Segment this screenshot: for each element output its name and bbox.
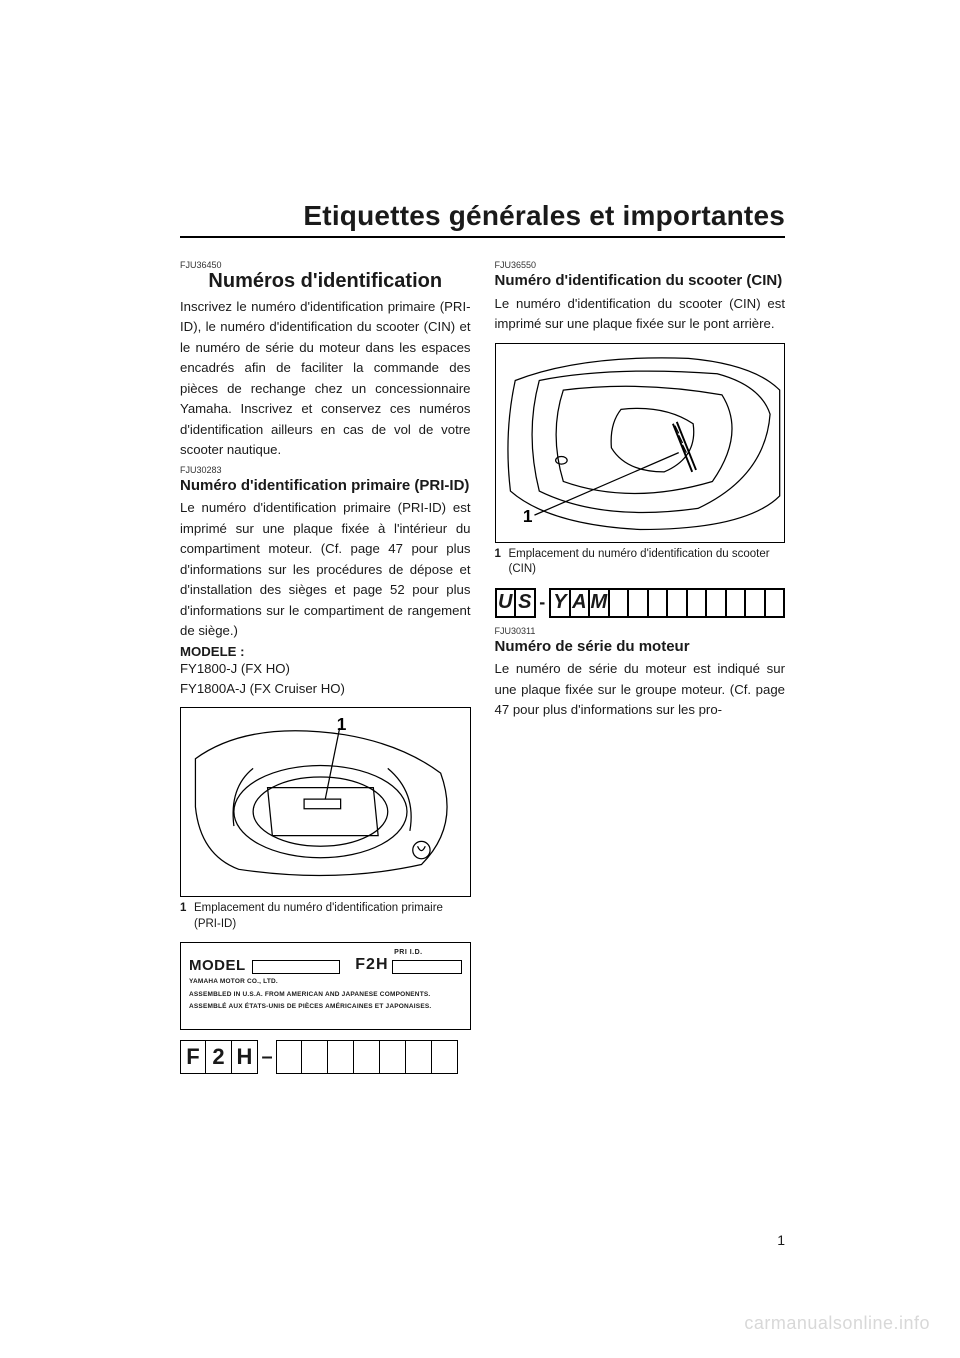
caption-text: Emplacement du numéro d'identification d…	[509, 547, 786, 578]
page-number: 1	[777, 1232, 785, 1248]
cin-illustration: 1	[496, 344, 785, 542]
two-column-layout: FJU36450 Numéros d'identification Inscri…	[180, 256, 785, 1074]
figure-cin: 1	[495, 343, 786, 543]
plate-model-label: MODEL	[189, 957, 246, 974]
figure-caption: 1 Emplacement du numéro d'identification…	[495, 547, 786, 578]
model-line: FY1800-J (FX HO)	[180, 659, 471, 679]
ref-code: FJU36550	[495, 260, 786, 270]
pri-id-code-cells: F 2 H –	[180, 1040, 471, 1074]
cin-cell: U	[495, 588, 517, 618]
plate-priid-group: PRI I.D. F2H	[355, 949, 461, 974]
plate-model-box	[252, 960, 340, 974]
figure-pointer-label: 1	[522, 506, 532, 526]
body-text: Inscrivez le numéro d'identification pri…	[180, 297, 471, 461]
figure-pri-id: 1	[180, 707, 471, 897]
plate-priid-label: PRI I.D.	[355, 949, 461, 956]
cin-cell-blank	[647, 588, 669, 618]
code-cell-blank	[406, 1040, 432, 1074]
caption-number: 1	[495, 547, 509, 578]
cin-cell-blank	[764, 588, 786, 618]
body-text: Le numéro d'identification primaire (PRI…	[180, 498, 471, 641]
section-heading: Numéros d'identification	[180, 270, 471, 293]
plate-f2h: F2H	[355, 956, 388, 974]
subsection-heading: Numéro d'identification primaire (PRI-ID…	[180, 477, 471, 496]
cin-cell-blank	[627, 588, 649, 618]
cin-cell: A	[569, 588, 591, 618]
figure-pointer-label: 1	[337, 714, 347, 734]
code-cell-blank	[328, 1040, 354, 1074]
title-rule	[180, 236, 785, 238]
pri-id-illustration: 1	[181, 708, 470, 896]
model-line: FY1800A-J (FX Cruiser HO)	[180, 679, 471, 699]
cin-cell-blank	[744, 588, 766, 618]
cin-cell-blank	[666, 588, 688, 618]
chapter-title: Etiquettes générales et importantes	[180, 200, 785, 232]
plate-small-text: ASSEMBLED IN U.S.A. FROM AMERICAN AND JA…	[189, 991, 462, 999]
left-column: FJU36450 Numéros d'identification Inscri…	[180, 256, 471, 1074]
plate-row: MODEL PRI I.D. F2H	[189, 949, 462, 974]
cin-cell-blank	[608, 588, 630, 618]
cin-cell-blank	[686, 588, 708, 618]
code-dash: –	[258, 1040, 276, 1074]
caption-number: 1	[180, 901, 194, 932]
ref-code: FJU30311	[495, 626, 786, 636]
subsection-heading: Numéro de série du moteur	[495, 638, 786, 657]
cin-dash: -	[536, 588, 550, 618]
model-label: MODELE :	[180, 644, 471, 659]
subsection-heading: Numéro d'identification du scooter (CIN)	[495, 272, 786, 291]
pri-id-plate: MODEL PRI I.D. F2H YAMAHA MOTOR CO., LTD…	[180, 942, 471, 1030]
plate-small-text: ASSEMBLÉ AUX ÉTATS-UNIS DE PIÈCES AMÉRIC…	[189, 1003, 462, 1011]
page: Etiquettes générales et importantes FJU3…	[0, 0, 960, 1358]
body-text: Le numéro d'identification du scooter (C…	[495, 294, 786, 335]
code-cell: F	[180, 1040, 206, 1074]
cin-cell: S	[514, 588, 536, 618]
code-cell: 2	[206, 1040, 232, 1074]
ref-code: FJU30283	[180, 465, 471, 475]
body-text: Le numéro de série du moteur est indiqué…	[495, 659, 786, 720]
code-cell-blank	[302, 1040, 328, 1074]
caption-text: Emplacement du numéro d'identification p…	[194, 901, 471, 932]
plate-priid-box	[392, 960, 462, 974]
cin-cell-blank	[725, 588, 747, 618]
code-cell-blank	[432, 1040, 458, 1074]
watermark: carmanualsonline.info	[744, 1313, 930, 1334]
code-cell: H	[232, 1040, 258, 1074]
ref-code: FJU36450	[180, 260, 471, 270]
cin-code-cells: U S - Y A M	[495, 588, 786, 618]
code-cell-blank	[380, 1040, 406, 1074]
cin-cell: Y	[549, 588, 571, 618]
code-cell-blank	[354, 1040, 380, 1074]
plate-small-text: YAMAHA MOTOR CO., LTD.	[189, 978, 462, 986]
right-column: FJU36550 Numéro d'identification du scoo…	[495, 256, 786, 1074]
cin-cell: M	[588, 588, 610, 618]
cin-cell-blank	[705, 588, 727, 618]
code-cell-blank	[276, 1040, 302, 1074]
figure-caption: 1 Emplacement du numéro d'identification…	[180, 901, 471, 932]
